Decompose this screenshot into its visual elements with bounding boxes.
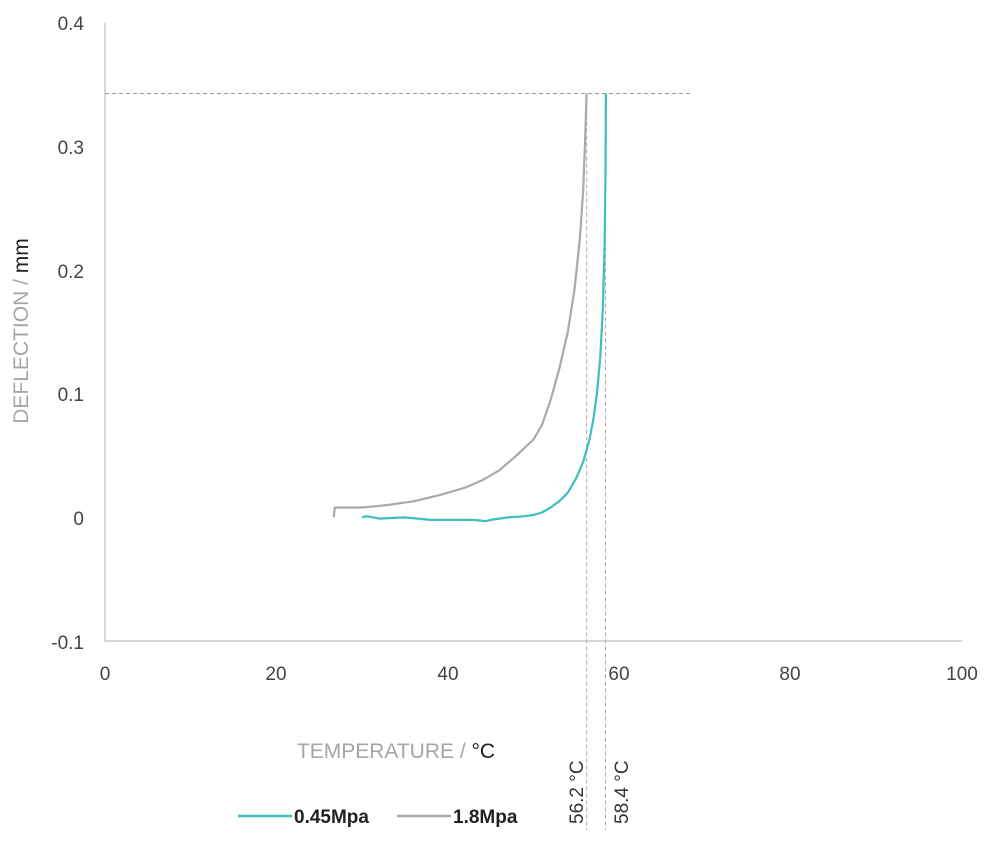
plot-lines — [104, 23, 962, 830]
x-tick-label: 80 — [779, 664, 800, 685]
y-axis-title: DEFLECTION / mm — [10, 238, 33, 424]
y-axis-title-main: DEFLECTION / — [10, 279, 33, 424]
y-axis-title-unit: mm — [10, 238, 33, 273]
y-tick-label: 0.3 — [58, 138, 84, 159]
reference-label-58-4: 58.4 °C — [612, 760, 633, 824]
x-tick-label: 100 — [946, 664, 978, 685]
x-axis-title-unit: °C — [472, 740, 496, 763]
legend-label-1-8mpa: 1.8Mpa — [453, 807, 518, 828]
x-axis-ticks: 0 20 40 60 80 100 — [100, 664, 978, 685]
y-axis-ticks: 0.4 0.3 0.2 0.1 0 -0.1 — [51, 14, 84, 654]
y-tick-label: 0.4 — [58, 14, 85, 35]
series-line-0 — [361, 93, 607, 523]
x-tick-label: 40 — [437, 664, 458, 685]
y-tick-label: 0.1 — [58, 385, 84, 406]
y-tick-label: 0.2 — [58, 262, 84, 283]
x-tick-label: 20 — [265, 664, 286, 685]
legend-label-0-45mpa: 0.45Mpa — [294, 807, 369, 828]
x-axis-title: TEMPERATURE / °C — [297, 740, 495, 763]
x-tick-label: 0 — [100, 664, 111, 685]
x-axis-title-main: TEMPERATURE / — [297, 740, 466, 763]
x-tick-label: 60 — [608, 664, 629, 685]
y-tick-label: 0 — [73, 509, 84, 530]
reference-label-56-2: 56.2 °C — [567, 760, 588, 824]
y-tick-label: -0.1 — [51, 633, 84, 654]
legend: 0.45Mpa 1.8Mpa — [238, 807, 518, 828]
series-line-1 — [332, 93, 588, 518]
